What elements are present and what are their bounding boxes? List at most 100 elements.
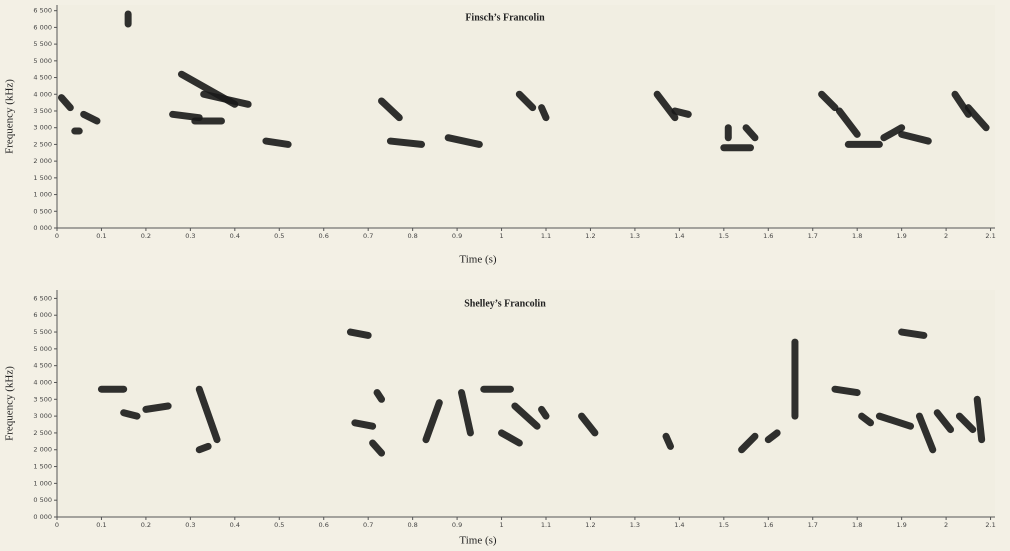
y-tick-label: 6 000 xyxy=(33,23,52,31)
x-tick-label: 1.9 xyxy=(896,232,906,240)
call-trace xyxy=(538,104,550,122)
call-trace xyxy=(915,412,937,454)
call-trace xyxy=(818,90,839,112)
y-tick-label: 4 500 xyxy=(33,362,52,370)
call-trace xyxy=(498,429,523,447)
x-tick-label: 1.5 xyxy=(719,521,729,529)
call-trace xyxy=(346,328,372,339)
x-tick-label: 1 xyxy=(499,521,503,529)
x-tick-label: 0.3 xyxy=(185,521,195,529)
x-tick-label: 1.2 xyxy=(585,521,595,529)
x-tick-label: 0.8 xyxy=(407,521,417,529)
y-tick-label: 1 000 xyxy=(33,479,52,487)
call-trace xyxy=(511,402,541,430)
call-trace xyxy=(378,97,403,122)
y-tick-label: 1 500 xyxy=(33,463,52,471)
x-tick-label: 1.7 xyxy=(808,232,818,240)
call-trace xyxy=(671,107,692,118)
x-tick-label: 1.4 xyxy=(674,232,684,240)
x-tick-label: 1 xyxy=(499,232,503,240)
call-trace xyxy=(386,137,426,148)
x-tick-label: 0.1 xyxy=(96,232,106,240)
x-tick-label: 1.6 xyxy=(763,521,773,529)
call-trace xyxy=(933,409,955,434)
call-trace xyxy=(373,389,386,403)
call-trace xyxy=(422,399,443,444)
x-tick-label: 2.1 xyxy=(985,232,995,240)
x-tick-label: 0.2 xyxy=(141,232,151,240)
x-tick-label: 1.1 xyxy=(541,521,551,529)
y-tick-label: 0 000 xyxy=(33,513,52,521)
x-tick-label: 2 xyxy=(944,232,948,240)
x-tick-label: 2.1 xyxy=(985,521,995,529)
plot-area xyxy=(57,290,995,517)
x-tick-label: 0.4 xyxy=(230,232,240,240)
x-tick-label: 2 xyxy=(944,521,948,529)
y-tick-label: 0 000 xyxy=(33,224,52,232)
x-axis-label: Time (s) xyxy=(459,254,497,266)
y-tick-label: 4 000 xyxy=(33,378,52,386)
call-trace xyxy=(738,432,759,454)
call-trace xyxy=(898,328,928,339)
call-trace xyxy=(898,130,932,145)
x-tick-label: 0.5 xyxy=(274,521,284,529)
x-tick-label: 1.3 xyxy=(630,232,640,240)
x-tick-label: 0.7 xyxy=(363,521,373,529)
x-tick-label: 0.6 xyxy=(319,232,329,240)
y-tick-label: 1 500 xyxy=(33,174,52,182)
x-tick-label: 0.7 xyxy=(363,232,373,240)
call-trace xyxy=(742,124,759,142)
x-tick-label: 0 xyxy=(55,232,59,240)
y-tick-label: 3 000 xyxy=(33,412,52,420)
x-tick-label: 0.2 xyxy=(141,521,151,529)
call-trace xyxy=(169,110,203,122)
call-trace xyxy=(858,412,875,427)
call-trace xyxy=(458,389,474,437)
x-axis-label: Time (s) xyxy=(459,535,497,547)
call-trace xyxy=(875,412,915,430)
y-tick-label: 5 500 xyxy=(33,40,52,48)
x-tick-label: 1.9 xyxy=(896,521,906,529)
call-trace xyxy=(80,110,101,125)
y-tick-label: 6 500 xyxy=(33,7,52,15)
call-trace xyxy=(369,439,386,457)
call-trace xyxy=(764,429,781,444)
call-trace xyxy=(835,107,861,138)
call-trace xyxy=(964,104,990,132)
x-tick-label: 0.9 xyxy=(452,232,462,240)
x-tick-label: 0.5 xyxy=(274,232,284,240)
x-tick-label: 0.1 xyxy=(96,521,106,529)
y-tick-label: 5 000 xyxy=(33,57,52,65)
y-tick-label: 3 500 xyxy=(33,395,52,403)
call-trace xyxy=(57,94,74,112)
y-axis-label: Frequency (kHz) xyxy=(4,79,16,154)
y-tick-label: 2 500 xyxy=(33,429,52,437)
call-trace xyxy=(662,432,674,450)
chart-title: Finsch’s Francolin xyxy=(465,12,545,23)
y-tick-label: 2 000 xyxy=(33,446,52,454)
call-trace xyxy=(973,395,986,444)
x-tick-label: 1.4 xyxy=(674,521,684,529)
y-tick-label: 5 500 xyxy=(33,328,52,336)
y-tick-label: 1 000 xyxy=(33,191,52,199)
call-trace xyxy=(578,412,599,437)
call-trace xyxy=(142,402,172,413)
y-tick-label: 0 500 xyxy=(33,496,52,504)
call-trace xyxy=(880,124,906,142)
x-tick-label: 0.8 xyxy=(407,232,417,240)
x-tick-label: 0.9 xyxy=(452,521,462,529)
call-trace xyxy=(444,134,483,148)
chart-title: Shelley’s Francolin xyxy=(464,298,546,309)
plot-area xyxy=(57,5,995,228)
x-tick-label: 1.8 xyxy=(852,521,862,529)
y-tick-label: 6 500 xyxy=(33,294,52,302)
call-trace xyxy=(515,90,537,112)
x-tick-label: 0.4 xyxy=(230,521,240,529)
y-tick-label: 2 000 xyxy=(33,157,52,165)
x-tick-label: 1.8 xyxy=(852,232,862,240)
call-trace xyxy=(351,419,377,430)
x-tick-label: 1.7 xyxy=(808,521,818,529)
x-tick-label: 1.3 xyxy=(630,521,640,529)
